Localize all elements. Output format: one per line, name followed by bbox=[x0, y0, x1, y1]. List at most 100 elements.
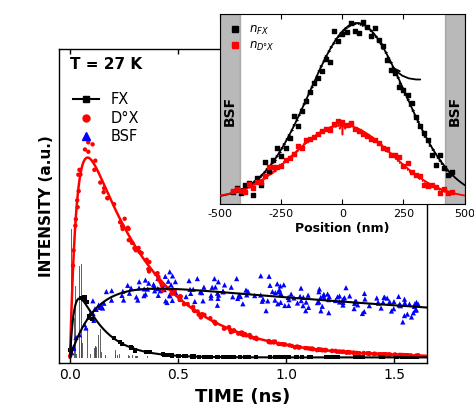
Point bbox=[257, 182, 265, 189]
Point bbox=[236, 187, 244, 193]
Point bbox=[284, 294, 292, 301]
Point bbox=[404, 160, 411, 167]
Point bbox=[199, 297, 207, 304]
Point bbox=[118, 223, 126, 229]
Point bbox=[181, 353, 188, 359]
Point bbox=[275, 341, 283, 347]
Point bbox=[344, 349, 351, 356]
Point bbox=[91, 166, 98, 173]
Point bbox=[203, 354, 211, 360]
Point bbox=[350, 20, 357, 27]
Point bbox=[81, 322, 88, 328]
Point bbox=[280, 282, 288, 288]
Point bbox=[374, 300, 382, 306]
Point bbox=[385, 351, 393, 358]
Point bbox=[200, 354, 208, 360]
Point bbox=[306, 354, 313, 361]
Point bbox=[277, 299, 284, 306]
Point bbox=[340, 348, 347, 355]
Point bbox=[258, 176, 266, 183]
Point bbox=[429, 146, 437, 152]
Point bbox=[388, 308, 395, 314]
Point bbox=[328, 348, 336, 354]
Point bbox=[223, 354, 231, 360]
Point bbox=[440, 165, 448, 172]
Text: BSF: BSF bbox=[223, 96, 237, 126]
Point bbox=[268, 169, 276, 176]
Point bbox=[184, 301, 191, 307]
Point bbox=[351, 126, 358, 133]
Point bbox=[247, 333, 255, 340]
Point bbox=[259, 296, 267, 302]
Point bbox=[361, 296, 369, 302]
Point bbox=[308, 135, 315, 142]
Point bbox=[332, 297, 339, 304]
Point bbox=[411, 307, 419, 313]
Point bbox=[67, 347, 74, 354]
Point bbox=[322, 354, 330, 361]
Point bbox=[283, 157, 291, 163]
Point bbox=[198, 311, 206, 317]
Point bbox=[310, 79, 318, 85]
Point bbox=[131, 347, 139, 354]
Point bbox=[172, 278, 179, 285]
Point bbox=[298, 106, 306, 113]
Point bbox=[316, 286, 323, 292]
Point bbox=[440, 186, 448, 192]
Point bbox=[359, 354, 366, 361]
Point bbox=[441, 164, 449, 170]
Point bbox=[377, 351, 385, 357]
Point bbox=[190, 353, 198, 360]
Point bbox=[96, 179, 104, 186]
Point bbox=[424, 180, 431, 186]
Point bbox=[305, 90, 313, 96]
Point bbox=[160, 351, 167, 357]
Point bbox=[379, 354, 386, 361]
Point bbox=[278, 354, 285, 361]
Point bbox=[229, 328, 237, 335]
Point bbox=[293, 343, 301, 350]
Point bbox=[372, 137, 380, 144]
Point bbox=[306, 354, 313, 361]
Point bbox=[249, 192, 257, 198]
Point bbox=[285, 302, 292, 309]
Text: T = 27 K: T = 27 K bbox=[70, 57, 142, 72]
Point bbox=[283, 354, 291, 361]
Point bbox=[401, 313, 408, 319]
Point bbox=[325, 124, 333, 131]
Point bbox=[303, 95, 310, 102]
Point bbox=[145, 349, 153, 356]
Point bbox=[253, 175, 261, 181]
Point bbox=[335, 122, 343, 129]
Point bbox=[227, 329, 235, 335]
Point bbox=[276, 283, 284, 289]
Point bbox=[302, 98, 310, 104]
Point bbox=[356, 350, 363, 356]
Point bbox=[166, 292, 173, 298]
Point bbox=[239, 186, 246, 192]
Point bbox=[252, 335, 260, 341]
Point bbox=[400, 163, 407, 170]
Point bbox=[401, 91, 409, 97]
Point bbox=[371, 25, 379, 31]
Point bbox=[276, 286, 283, 293]
Point bbox=[337, 122, 345, 128]
Point bbox=[365, 350, 373, 357]
Point bbox=[275, 341, 283, 347]
Point bbox=[286, 342, 293, 348]
Point bbox=[200, 284, 208, 290]
Point bbox=[271, 354, 279, 361]
Point bbox=[412, 172, 419, 178]
Point bbox=[258, 298, 266, 304]
Point bbox=[298, 144, 306, 151]
Point bbox=[363, 24, 371, 30]
Point bbox=[337, 348, 345, 355]
Point bbox=[243, 292, 250, 298]
Point bbox=[414, 352, 422, 359]
Point bbox=[351, 28, 358, 34]
Point bbox=[397, 302, 404, 309]
Point bbox=[334, 294, 341, 300]
Point bbox=[110, 201, 118, 207]
Point bbox=[135, 285, 143, 291]
Point bbox=[384, 148, 392, 154]
